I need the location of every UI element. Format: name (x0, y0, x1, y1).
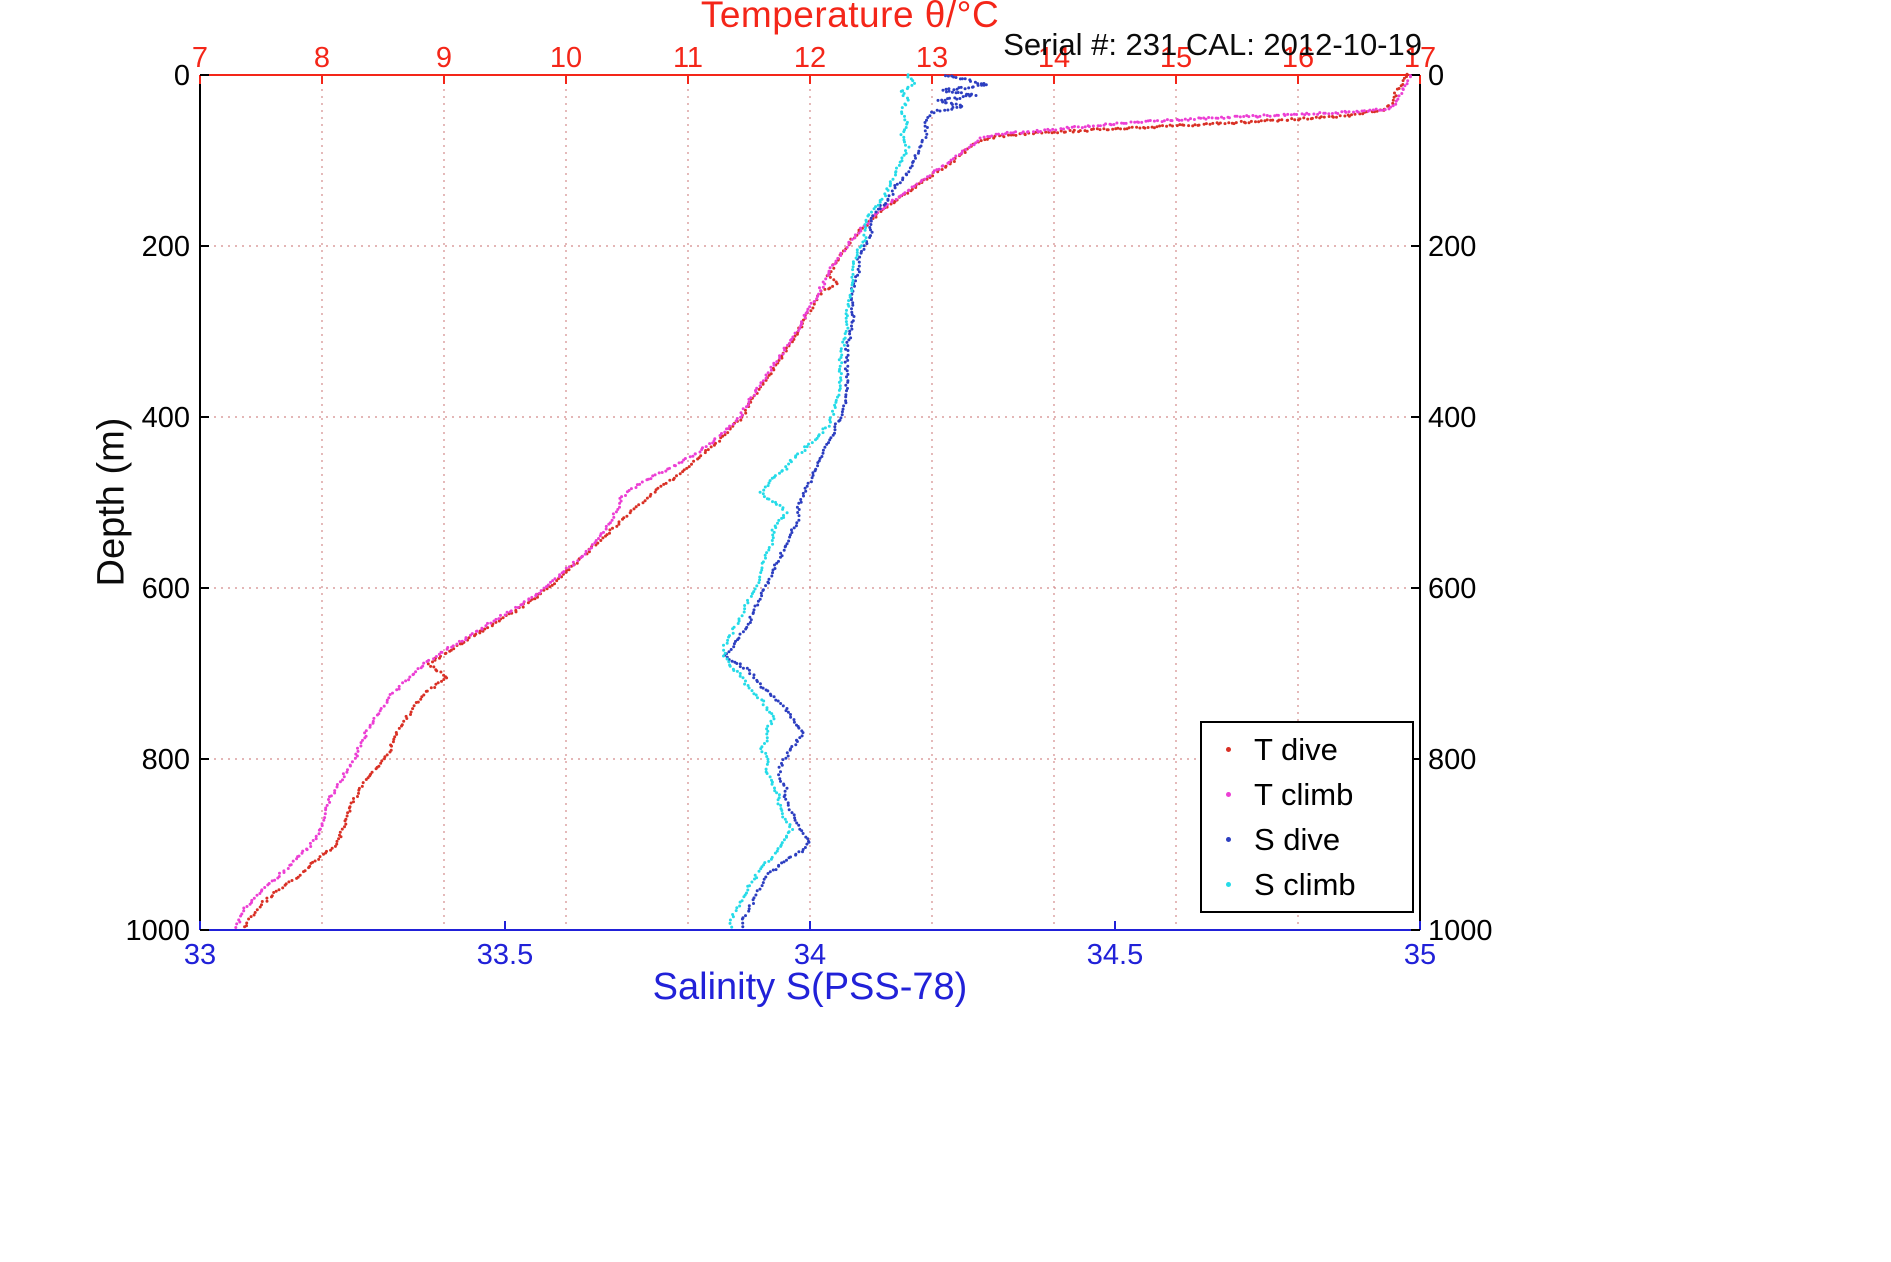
gridlines (200, 75, 1420, 930)
dot-marker-icon (1225, 747, 1231, 752)
legend-label-s-dive: S dive (1254, 821, 1341, 857)
depth-tick-label-right: 800 (1428, 744, 1476, 776)
temp-tick-label: 13 (916, 42, 948, 74)
dot-marker-icon (1225, 882, 1231, 887)
legend-box: T dive T climb S dive S climb (1200, 721, 1414, 913)
temp-tick-label: 17 (1404, 42, 1436, 74)
series-s-dive (723, 74, 988, 929)
depth-tick-label-left: 0 (174, 60, 190, 92)
legend-item-s-dive: S dive (1202, 818, 1412, 862)
temp-tick-label: 9 (436, 42, 452, 74)
series-s-climb (722, 73, 916, 929)
legend-label-s-climb: S climb (1254, 866, 1356, 902)
depth-tick-label-left: 800 (142, 744, 190, 776)
legend-marker-t-dive (1202, 747, 1254, 752)
temp-tick-label: 10 (550, 42, 582, 74)
temp-tick-label: 15 (1160, 42, 1192, 74)
temp-tick-label: 14 (1038, 42, 1070, 74)
legend-item-s-climb: S climb (1202, 863, 1412, 907)
salinity-tick-label: 34 (794, 939, 826, 971)
legend-item-t-dive: T dive (1202, 728, 1412, 772)
depth-tick-label-right: 1000 (1428, 915, 1493, 947)
depth-tick-label-left: 1000 (125, 915, 190, 947)
temp-tick-label: 12 (794, 42, 826, 74)
depth-tick-label-left: 600 (142, 573, 190, 605)
temp-tick-label: 8 (314, 42, 330, 74)
salinity-tick-label: 34.5 (1087, 939, 1143, 971)
salinity-axis-label: Salinity S(PSS-78) (652, 966, 968, 1008)
depth-tick-label-right: 200 (1428, 231, 1476, 263)
legend-label-t-dive: T dive (1254, 731, 1338, 767)
salinity-tick-label: 33.5 (477, 939, 533, 971)
legend-marker-s-dive (1202, 837, 1254, 842)
depth-tick-label-right: 0 (1428, 60, 1444, 92)
legend-item-t-climb: T climb (1202, 773, 1412, 817)
temp-tick-label: 16 (1282, 42, 1314, 74)
legend-label-t-climb: T climb (1254, 776, 1354, 812)
salinity-tick-label: 35 (1404, 939, 1436, 971)
temp-tick-label: 7 (192, 42, 208, 74)
axis-ticks: 7 8 9 10 11 12 13 14 15 16 17 33 33.5 34 34.5 35 0 0 200 20… (125, 42, 1492, 971)
legend-marker-t-climb (1202, 792, 1254, 797)
depth-axis-label: Depth (m) (90, 417, 133, 587)
series-t-climb (234, 74, 1412, 929)
salinity-tick-label: 33 (184, 939, 216, 971)
depth-tick-label-right: 400 (1428, 402, 1476, 434)
depth-tick-label-right: 600 (1428, 573, 1476, 605)
depth-tick-label-left: 400 (142, 402, 190, 434)
dot-marker-icon (1225, 792, 1231, 797)
chart-title: Temperature θ/°C (700, 0, 1000, 35)
legend-marker-s-climb (1202, 882, 1254, 887)
dot-marker-icon (1225, 837, 1231, 842)
depth-tick-label-left: 200 (142, 231, 190, 263)
temp-tick-label: 11 (673, 42, 703, 74)
serial-cal-annotation: Serial #: 231 CAL: 2012-10-19 (1003, 27, 1422, 62)
